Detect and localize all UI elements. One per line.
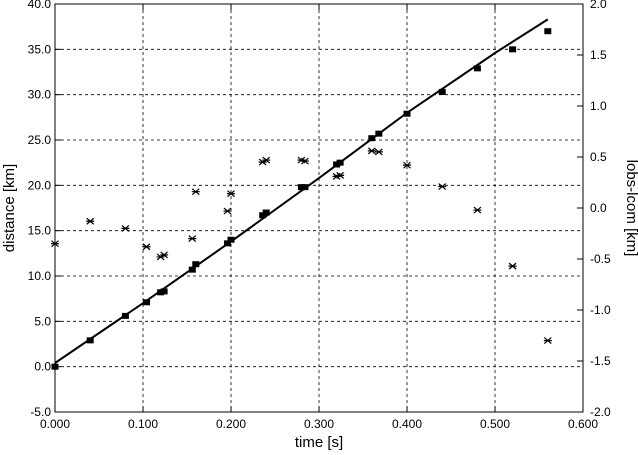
distance-point <box>143 299 151 306</box>
residual-point <box>188 235 197 243</box>
distance-point <box>297 184 305 191</box>
distance-point <box>157 289 165 296</box>
x-tick-label: 0.100 <box>128 417 158 431</box>
y2-axis-label: lobs-lcom [km] <box>623 160 638 257</box>
y2-tick-label: -1.0 <box>590 303 611 317</box>
residual-point <box>160 251 169 259</box>
x-tick-labels: 0.000 0.100 0.200 0.300 0.400 0.500 0.600 <box>40 417 598 431</box>
residual-point <box>262 156 271 164</box>
residual-point <box>438 183 447 191</box>
y2-tick-label: 1.0 <box>590 99 607 113</box>
grid-lines <box>55 4 583 412</box>
y-axis-label: distance [km] <box>1 164 18 252</box>
x-tick-label: 0.200 <box>216 417 246 431</box>
x-tick-label: 0.500 <box>480 417 510 431</box>
y-tick-label: 0.0 <box>34 360 51 374</box>
residual-point <box>227 190 235 198</box>
residual-point <box>367 147 376 155</box>
y2-tick-label: 0.5 <box>590 150 607 164</box>
residual-point <box>121 224 130 232</box>
residual-point <box>473 206 482 214</box>
y-tick-label: 40.0 <box>28 0 52 11</box>
x-tick-label: 0.400 <box>392 417 422 431</box>
x-axis-label: time [s] <box>295 434 343 451</box>
residual-point <box>191 188 200 196</box>
x-tick-label: 0.000 <box>40 417 70 431</box>
distance-point <box>262 209 270 216</box>
residual-point <box>223 207 232 215</box>
residual-point <box>336 171 345 179</box>
x-tick-label: 0.300 <box>304 417 334 431</box>
distance-point <box>544 28 552 35</box>
residual-point <box>51 240 59 248</box>
y-tick-label: 35.0 <box>28 42 52 56</box>
y-tick-label: -5.0 <box>30 405 51 419</box>
distance-point <box>192 261 200 268</box>
distance-point <box>51 363 59 370</box>
distance-point <box>86 337 94 344</box>
y-tick-label: 15.0 <box>28 224 52 238</box>
y2-tick-label: -0.5 <box>590 252 611 266</box>
residual-point <box>403 161 411 169</box>
plot-frame <box>54 3 584 413</box>
y-tick-label: 25.0 <box>28 133 52 147</box>
y-tick-label: 30.0 <box>28 88 52 102</box>
residual-point <box>142 243 151 251</box>
y-tick-label: 20.0 <box>28 178 52 192</box>
residual-point <box>300 157 309 165</box>
data-marks <box>51 18 552 370</box>
fit-line <box>54 18 549 364</box>
y2-tick-label: 2.0 <box>590 0 607 11</box>
distance-point <box>160 288 168 295</box>
y-tick-label: 10.0 <box>28 269 52 283</box>
distance-point <box>473 65 481 72</box>
residual-point <box>543 337 552 345</box>
distance-point <box>438 88 446 95</box>
residual-point <box>374 148 383 156</box>
y-tick-labels: -5.0 0.0 5.0 10.0 15.0 20.0 25.0 30.0 35.0 40.0 <box>28 0 52 419</box>
y2-tick-label: 1.5 <box>590 48 607 62</box>
y-tick-label: 5.0 <box>34 314 51 328</box>
x-tick-label: 0.600 <box>568 417 598 431</box>
distance-point <box>227 236 235 243</box>
y2-tick-labels: -2.0 -1.5 -1.0 -0.5 0.0 0.5 1.0 1.5 2.0 <box>590 0 611 419</box>
residual-point <box>86 217 95 225</box>
y2-tick-label: -2.0 <box>590 405 611 419</box>
distance-point <box>259 212 267 219</box>
distance-point <box>509 46 517 53</box>
residual-point <box>508 262 517 270</box>
y2-tick-label: -1.5 <box>590 354 611 368</box>
y2-tick-label: 0.0 <box>590 201 607 215</box>
